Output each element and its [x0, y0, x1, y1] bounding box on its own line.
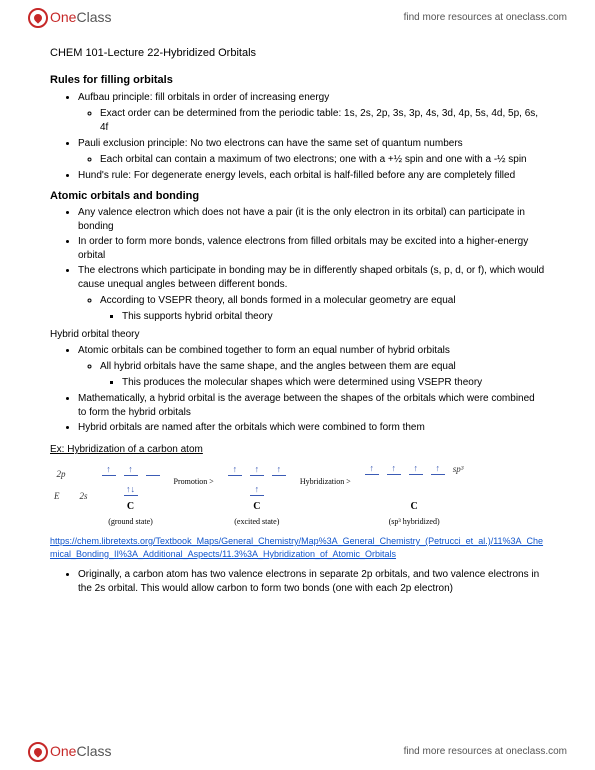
orbital: ↑	[365, 463, 379, 475]
hybridization-diagram: 2p E 2s ↑ ↑ ↑↓ C (ground state) Promotio…	[54, 463, 545, 527]
list-item: Exact order can be determined from the p…	[100, 107, 545, 135]
rules-list: Aufbau principle: fill orbitals in order…	[50, 91, 545, 183]
orbitals-2p-excited: ↑ ↑ ↑	[228, 464, 286, 476]
bonding-list: Any valence electron which does not have…	[50, 206, 545, 324]
orbitals-2s-ground: ↑↓	[124, 484, 138, 496]
atom-symbol: C	[127, 500, 134, 514]
reference-link[interactable]: https://chem.libretexts.org/Textbook_Map…	[50, 535, 545, 560]
list-item: This supports hybrid orbital theory	[122, 310, 545, 324]
excited-state-col: ↑ ↑ ↑ ↑ C (excited state)	[228, 464, 286, 527]
list-item: In order to form more bonds, valence ele…	[78, 235, 545, 263]
example-heading: Ex: Hybridization of a carbon atom	[50, 443, 545, 457]
orbital: ↑	[387, 463, 401, 475]
section-bonding-heading: Atomic orbitals and bonding	[50, 189, 545, 204]
orbital: ↑	[431, 463, 445, 475]
atom-symbol: C	[411, 500, 418, 514]
label-2p: 2p	[57, 468, 66, 481]
orbital: ↑	[272, 464, 286, 476]
hybrid-state-col: ↑ ↑ ↑ ↑ sp³ C (sp³ hybridized)	[365, 463, 464, 527]
atom-symbol: C	[253, 500, 260, 514]
label-2s: 2s	[80, 490, 88, 503]
brand-name-footer: OneClass	[50, 742, 111, 762]
document-body: CHEM 101-Lecture 22-Hybridized Orbitals …	[0, 36, 595, 602]
after-list: Originally, a carbon atom has two valenc…	[50, 568, 545, 596]
list-item: Mathematically, a hybrid orbital is the …	[78, 392, 545, 420]
orbital	[146, 464, 160, 476]
arrow-icon: >	[346, 477, 351, 486]
state-label: (excited state)	[234, 516, 279, 527]
axis-labels: 2p E	[54, 468, 66, 527]
orbital: ↑↓	[124, 484, 138, 496]
document-title: CHEM 101-Lecture 22-Hybridized Orbitals	[50, 46, 545, 61]
section-rules-heading: Rules for filling orbitals	[50, 73, 545, 88]
orbital: ↑	[228, 464, 242, 476]
ground-state-col: ↑ ↑ ↑↓ C (ground state)	[102, 464, 160, 527]
header-tagline: find more resources at oneclass.com	[404, 11, 567, 25]
orbitals-2s-excited: ↑	[250, 484, 264, 496]
arrow-icon: >	[209, 477, 214, 486]
list-item: This produces the molecular shapes which…	[122, 376, 545, 390]
list-item: Originally, a carbon atom has two valenc…	[78, 568, 545, 596]
promotion-label: Promotion	[174, 477, 208, 486]
state-label: (sp³ hybridized)	[389, 516, 440, 527]
promotion-arrow: Promotion >	[174, 476, 214, 513]
logo-icon	[28, 742, 48, 762]
section-hybrid-heading: Hybrid orbital theory	[50, 328, 545, 342]
brand-logo: OneClass	[28, 8, 111, 28]
brand-logo-footer: OneClass	[28, 742, 111, 762]
axis-2s: 2s	[80, 468, 88, 527]
orbital: ↑	[250, 464, 264, 476]
list-item: Hybrid orbitals are named after the orbi…	[78, 421, 545, 435]
label-energy: E	[54, 490, 60, 503]
page-header: OneClass find more resources at oneclass…	[0, 0, 595, 36]
label-sp3: sp³	[453, 463, 464, 476]
list-item: Each orbital can contain a maximum of tw…	[100, 153, 545, 167]
brand-one: One	[50, 743, 76, 759]
list-item: According to VSEPR theory, all bonds for…	[100, 294, 545, 308]
hybridization-arrow: Hybridization >	[300, 476, 351, 513]
list-item: Aufbau principle: fill orbitals in order…	[78, 91, 545, 105]
list-item: The electrons which participate in bondi…	[78, 264, 545, 292]
orbital: ↑	[250, 484, 264, 496]
footer-tagline: find more resources at oneclass.com	[404, 745, 567, 759]
hybridization-label: Hybridization	[300, 477, 344, 486]
list-item: Any valence electron which does not have…	[78, 206, 545, 234]
list-item: Hund's rule: For degenerate energy level…	[78, 169, 545, 183]
brand-one: One	[50, 9, 76, 25]
orbital: ↑	[409, 463, 423, 475]
hybrid-list: Atomic orbitals can be combined together…	[50, 344, 545, 435]
orbital: ↑	[124, 464, 138, 476]
state-label: (ground state)	[108, 516, 153, 527]
orbital: ↑	[102, 464, 116, 476]
brand-class: Class	[76, 9, 111, 25]
brand-class: Class	[76, 743, 111, 759]
list-item: Pauli exclusion principle: No two electr…	[78, 137, 545, 151]
list-item: All hybrid orbitals have the same shape,…	[100, 360, 545, 374]
page-footer: OneClass find more resources at oneclass…	[0, 734, 595, 770]
orbitals-sp3: ↑ ↑ ↑ ↑ sp³	[365, 463, 464, 476]
orbitals-2p-ground: ↑ ↑	[102, 464, 160, 476]
logo-icon	[28, 8, 48, 28]
list-item: Atomic orbitals can be combined together…	[78, 344, 545, 358]
brand-name: OneClass	[50, 8, 111, 28]
